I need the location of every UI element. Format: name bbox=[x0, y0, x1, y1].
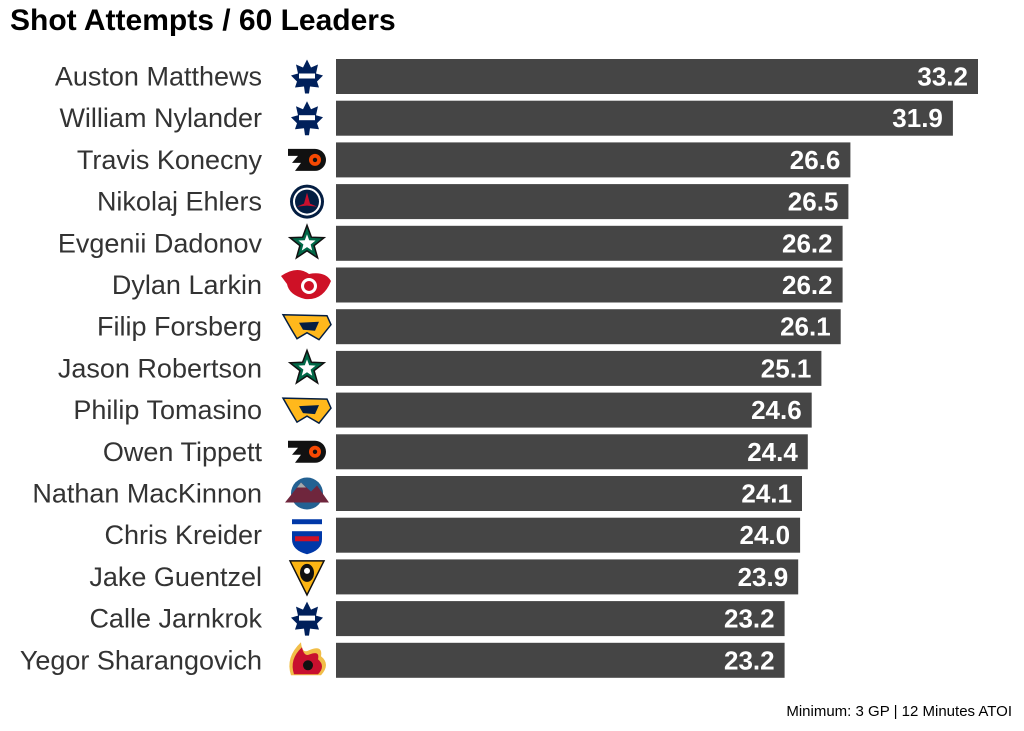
category-label: Auston Matthews bbox=[55, 62, 262, 92]
category-label: Philip Tomasino bbox=[73, 395, 262, 425]
value-label: 23.9 bbox=[738, 562, 789, 592]
maple-leafs-logo-icon bbox=[291, 601, 323, 636]
category-label: Jason Robertson bbox=[58, 353, 262, 383]
bar bbox=[336, 142, 851, 178]
value-label: 26.6 bbox=[790, 145, 841, 175]
value-label: 26.2 bbox=[782, 228, 833, 258]
value-label: 26.2 bbox=[782, 270, 833, 300]
category-label: Jake Guentzel bbox=[89, 562, 262, 592]
flyers-logo-icon bbox=[288, 148, 326, 171]
category-label: Dylan Larkin bbox=[112, 270, 262, 300]
value-label: 25.1 bbox=[761, 353, 812, 383]
chart-caption: Minimum: 3 GP | 12 Minutes ATOI bbox=[786, 703, 1012, 720]
flyers-logo-icon bbox=[288, 440, 326, 463]
bar bbox=[336, 642, 785, 678]
avalanche-logo-icon bbox=[285, 477, 329, 510]
flames-logo-icon bbox=[289, 642, 326, 676]
bar bbox=[336, 476, 802, 511]
bar bbox=[336, 59, 978, 94]
penguins-logo-icon bbox=[288, 560, 326, 597]
category-label: Nikolaj Ehlers bbox=[97, 187, 262, 217]
maple-leafs-logo-icon bbox=[291, 59, 323, 94]
bar bbox=[336, 517, 801, 553]
bar bbox=[336, 392, 812, 428]
category-label: Calle Jarnkrok bbox=[89, 604, 262, 634]
category-label: Evgenii Dadonov bbox=[58, 228, 263, 258]
rangers-logo-icon bbox=[292, 519, 322, 555]
value-label: 33.2 bbox=[917, 62, 968, 92]
predators-logo-icon bbox=[281, 313, 332, 341]
value-label: 23.2 bbox=[724, 604, 775, 634]
category-label: William Nylander bbox=[59, 103, 262, 133]
bar bbox=[336, 601, 785, 637]
value-label: 24.1 bbox=[741, 479, 792, 509]
value-label: 24.6 bbox=[751, 395, 802, 425]
bar bbox=[336, 350, 822, 386]
bar bbox=[336, 225, 843, 261]
category-label: Chris Kreider bbox=[104, 520, 262, 550]
bar bbox=[336, 309, 841, 345]
bar bbox=[336, 267, 843, 303]
category-label: Yegor Sharangovich bbox=[20, 645, 262, 675]
bar bbox=[336, 434, 808, 470]
stars-logo-icon bbox=[287, 223, 327, 260]
bar bbox=[336, 559, 799, 595]
value-label: 26.5 bbox=[788, 187, 839, 217]
category-label: Filip Forsberg bbox=[97, 312, 262, 342]
value-label: 31.9 bbox=[892, 103, 943, 133]
bar bbox=[336, 184, 849, 220]
chart-title: Shot Attempts / 60 Leaders bbox=[10, 4, 396, 37]
category-label: Travis Konecny bbox=[77, 145, 263, 175]
predators-logo-icon bbox=[281, 397, 332, 425]
category-label: Owen Tippett bbox=[103, 437, 263, 467]
value-label: 26.1 bbox=[780, 312, 831, 342]
red-wings-logo-icon bbox=[281, 269, 331, 300]
value-label: 24.0 bbox=[739, 520, 790, 550]
maple-leafs-logo-icon bbox=[291, 101, 323, 136]
stars-logo-icon bbox=[287, 348, 327, 385]
bar bbox=[336, 100, 953, 136]
value-label: 23.2 bbox=[724, 645, 775, 675]
category-label: Nathan MacKinnon bbox=[32, 479, 262, 509]
value-label: 24.4 bbox=[747, 437, 798, 467]
jets-logo-icon bbox=[290, 184, 324, 219]
